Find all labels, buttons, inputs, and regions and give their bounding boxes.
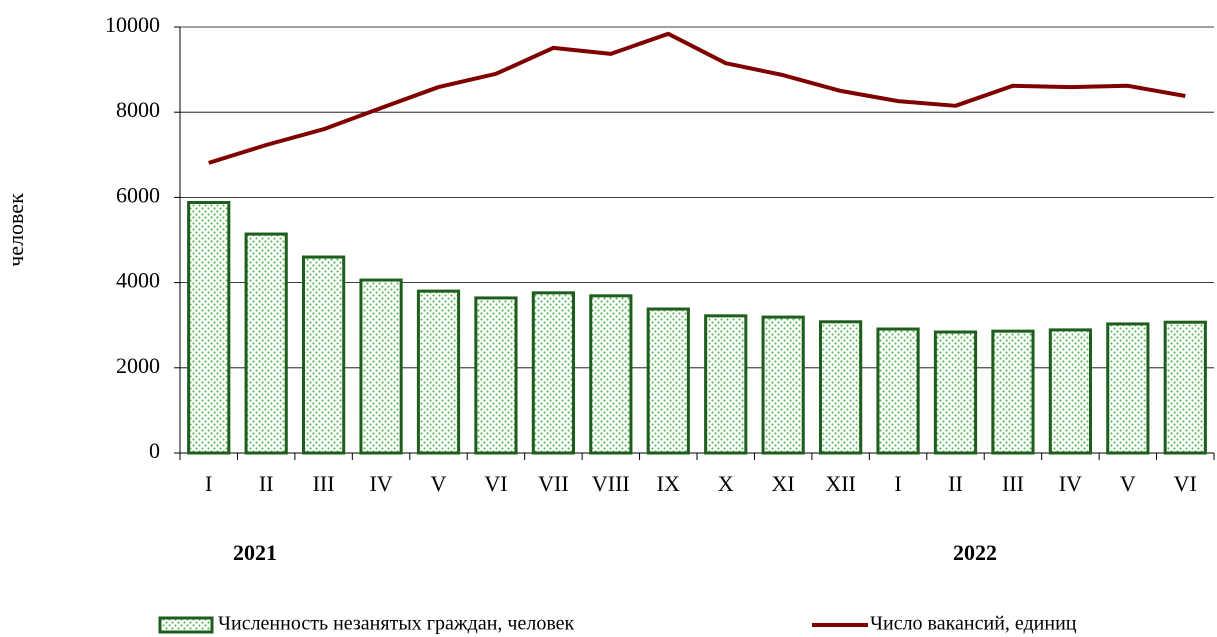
x-tick-label: VI: [1174, 471, 1197, 496]
x-tick-label: III: [313, 471, 335, 496]
bar: [1048, 328, 1092, 455]
x-tick-label: V: [1120, 471, 1136, 496]
y-tick-label: 8000: [116, 97, 160, 122]
bar: [991, 329, 1035, 455]
bar: [244, 232, 288, 455]
bar: [761, 315, 805, 455]
x-tick-label: V: [431, 471, 447, 496]
bar: [589, 294, 633, 455]
bar: [876, 327, 920, 455]
bar: [359, 278, 403, 455]
y-tick-label: 10000: [105, 12, 160, 37]
bar: [704, 314, 748, 455]
bar: [474, 296, 518, 455]
x-tick-label: XII: [825, 471, 856, 496]
x-tick-label: XI: [772, 471, 795, 496]
x-tick-label: III: [1002, 471, 1024, 496]
x-tick-label: VIII: [592, 471, 630, 496]
y-axis-label: человек: [3, 193, 28, 267]
legend-swatch: [158, 616, 214, 634]
year-label: 2021: [233, 540, 277, 565]
x-tick-label: VI: [484, 471, 507, 496]
legend-label: Число вакансий, единиц: [870, 613, 1077, 635]
bar: [187, 201, 231, 455]
bar: [302, 255, 346, 455]
x-tick-label: II: [259, 471, 274, 496]
x-tick-label: I: [894, 471, 901, 496]
bar: [1106, 322, 1150, 455]
x-tick-label: I: [205, 471, 212, 496]
legend-label: Численность незанятых граждан, человек: [218, 613, 575, 635]
y-tick-label: 6000: [116, 182, 160, 207]
x-tick-label: VII: [538, 471, 569, 496]
x-tick-label: IX: [657, 471, 680, 496]
bar: [819, 320, 863, 455]
line: [208, 31, 1186, 165]
bar: [933, 330, 978, 455]
bar: [1163, 320, 1207, 455]
x-tick-label: II: [948, 471, 963, 496]
y-tick-label: 4000: [116, 268, 160, 293]
y-tick-label: 0: [149, 438, 160, 463]
year-label: 2022: [953, 540, 997, 565]
bar: [531, 291, 575, 455]
bar: [646, 307, 690, 455]
bar: [416, 289, 461, 455]
x-tick-label: X: [718, 471, 734, 496]
y-tick-label: 2000: [116, 353, 160, 378]
x-tick-label: IV: [1059, 471, 1082, 496]
x-tick-label: IV: [369, 471, 392, 496]
